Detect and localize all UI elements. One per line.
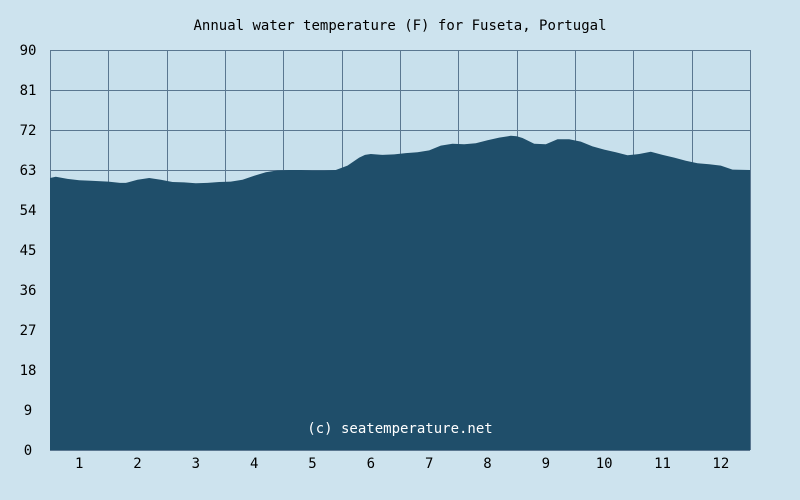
y-tick-label: 63 [20, 163, 37, 179]
y-tick-label: 90 [20, 43, 37, 59]
x-tick-label: 1 [75, 456, 83, 472]
y-tick-label: 9 [24, 403, 32, 419]
x-axis-tick-labels: 1 2 3 4 5 6 7 8 9 10 11 12 [75, 456, 729, 472]
y-tick-label: 0 [24, 443, 32, 459]
x-tick-label: 6 [367, 456, 375, 472]
x-tick-label: 7 [425, 456, 433, 472]
y-tick-label: 54 [20, 203, 37, 219]
y-tick-label: 36 [20, 283, 37, 299]
watermark-text: (c) seatemperature.net [307, 421, 492, 437]
y-tick-label: 81 [20, 83, 37, 99]
y-tick-label: 45 [20, 243, 37, 259]
y-tick-label: 27 [20, 323, 37, 339]
x-tick-label: 3 [192, 456, 200, 472]
x-tick-label: 9 [542, 456, 550, 472]
temperature-area [50, 135, 750, 451]
x-tick-label: 12 [712, 456, 729, 472]
x-tick-label: 4 [250, 456, 258, 472]
x-tick-label: 10 [596, 456, 613, 472]
x-tick-label: 5 [308, 456, 316, 472]
chart-title: Annual water temperature (F) for Fuseta,… [193, 18, 607, 34]
x-tick-label: 8 [483, 456, 491, 472]
y-tick-label: 72 [20, 123, 37, 139]
x-tick-label: 2 [133, 456, 141, 472]
y-tick-label: 18 [20, 363, 37, 379]
x-tick-label: 11 [654, 456, 671, 472]
y-axis-tick-labels: 0 9 18 27 36 45 54 63 72 81 90 [20, 43, 37, 459]
